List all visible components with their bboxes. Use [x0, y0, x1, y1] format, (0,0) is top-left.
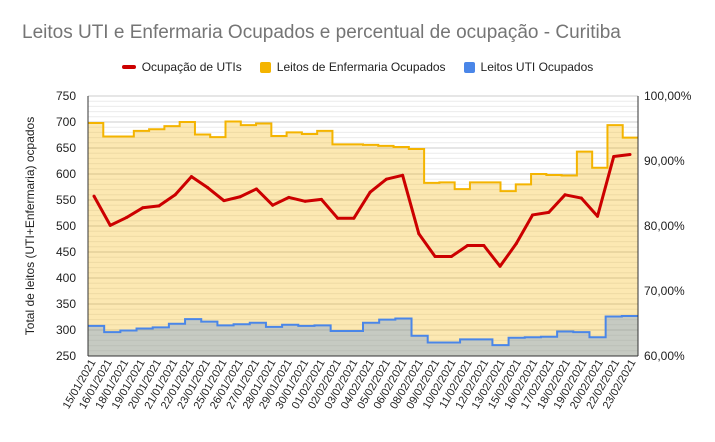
uti-occupancy-point [628, 153, 632, 156]
uti-occupancy-point [189, 175, 193, 179]
y-tick-label: 250 [56, 349, 76, 363]
y-tick-label: 550 [56, 193, 76, 207]
uti-occupancy-point [108, 223, 112, 227]
uti-occupancy-point [401, 173, 405, 177]
uti-occupancy-point [449, 255, 453, 259]
legend-swatch-uti-occupancy [121, 65, 136, 69]
y-tick-label: 650 [56, 141, 76, 155]
y-tick-label: 350 [56, 297, 76, 311]
y-tick-label: 500 [56, 219, 76, 233]
y-tick-label: 400 [56, 271, 76, 285]
legend-label-icu-beds: Leitos UTI Ocupados [480, 60, 594, 74]
uti-occupancy-point [206, 186, 210, 190]
legend-item-uti-occupancy: Ocupação de UTIs [121, 60, 242, 74]
icu-beds-area-edge [88, 314, 638, 347]
uti-occupancy-point [222, 199, 226, 203]
y-tick-label: 700 [56, 115, 76, 129]
y2-tick-label: 60,00% [644, 349, 685, 363]
chart-title: Leitos UTI e Enfermaria Ocupados e perce… [22, 22, 621, 43]
uti-occupancy-point [157, 204, 161, 208]
y2-tick-label: 100,00% [644, 89, 692, 103]
legend: Ocupação de UTIs Leitos de Enfermaria Oc… [0, 60, 715, 74]
uti-occupancy-point [482, 244, 486, 247]
y2-tick-label: 70,00% [644, 284, 685, 298]
uti-occupancy-point [417, 232, 421, 236]
uti-occupancy-point [352, 216, 356, 220]
legend-swatch-ward-beds [259, 61, 271, 73]
uti-occupancy-point [514, 242, 518, 246]
uti-occupancy-point [612, 154, 616, 158]
legend-swatch-icu-beds [463, 61, 475, 73]
uti-occupancy-point [141, 206, 145, 210]
legend-item-icu-beds: Leitos UTI Ocupados [463, 60, 594, 74]
legend-label-ward-beds: Leitos de Enfermaria Ocupados [276, 60, 446, 74]
y-axis-title: Total de leitos (UTI+Enfermaria) ocpados [23, 117, 37, 335]
uti-occupancy-point [433, 255, 437, 259]
uti-occupancy-point [287, 195, 291, 199]
uti-occupancy-point [336, 216, 340, 220]
ward-beds-area-fill [88, 121, 638, 356]
uti-occupancy-point [384, 177, 388, 181]
uti-occupancy-point [531, 213, 535, 217]
uti-occupancy-point [596, 214, 600, 218]
uti-occupancy-point [579, 196, 583, 200]
uti-occupancy-point [547, 210, 551, 214]
uti-occupancy-point [466, 244, 470, 247]
y2-tick-label: 90,00% [644, 154, 685, 168]
ward-beds-area-edge [88, 120, 638, 193]
uti-occupancy-point [271, 203, 275, 207]
uti-occupancy-point [254, 187, 258, 191]
uti-occupancy-point [303, 199, 307, 203]
uti-occupancy-point [238, 195, 242, 199]
uti-occupancy-point [368, 190, 372, 194]
y2-tick-label: 80,00% [644, 219, 685, 233]
y-tick-label: 450 [56, 245, 76, 259]
uti-occupancy-point [563, 193, 567, 197]
uti-occupancy-point [173, 193, 177, 197]
legend-item-ward-beds: Leitos de Enfermaria Ocupados [259, 60, 446, 74]
uti-occupancy-line [92, 153, 631, 268]
uti-occupancy-point [92, 194, 96, 198]
y-tick-label: 600 [56, 167, 76, 181]
uti-occupancy-point [124, 216, 128, 220]
y-tick-label: 750 [56, 89, 76, 103]
uti-occupancy-point [498, 264, 502, 268]
legend-label-uti-occupancy: Ocupação de UTIs [141, 60, 242, 74]
y-tick-label: 300 [56, 323, 76, 337]
uti-occupancy-point [319, 197, 323, 201]
